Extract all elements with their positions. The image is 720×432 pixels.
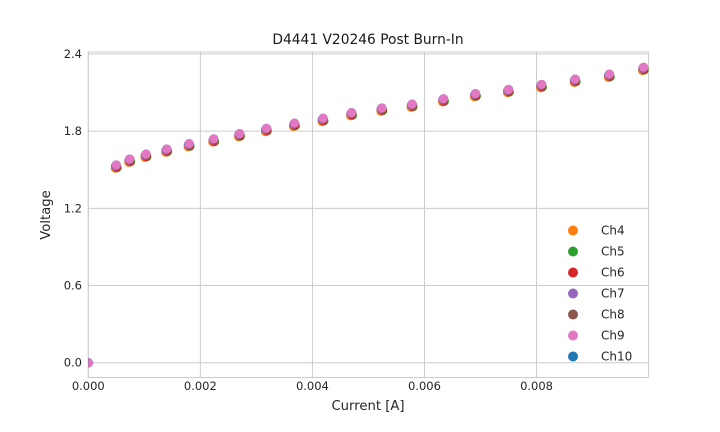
data-point-ch9 bbox=[184, 139, 194, 149]
legend-marker-ch5 bbox=[568, 246, 578, 257]
plot-area-border bbox=[87, 51, 650, 378]
y-tick-label-2.4: 2.4 bbox=[64, 47, 82, 61]
grid-lines bbox=[87, 52, 649, 378]
data-point-ch9 bbox=[162, 144, 172, 154]
legend-marker-ch6 bbox=[568, 267, 578, 278]
series-ch7 bbox=[88, 63, 648, 368]
data-point-ch9 bbox=[289, 118, 300, 128]
chart-title: D4441 V20246 Post Burn-In bbox=[272, 32, 463, 48]
series-ch4 bbox=[88, 65, 648, 368]
data-point-ch9 bbox=[438, 94, 449, 104]
series-ch9 bbox=[88, 62, 649, 368]
scatter-points bbox=[88, 62, 649, 368]
data-point-ch9 bbox=[209, 134, 219, 144]
y-axis-label: Voltage bbox=[39, 190, 54, 239]
x-tick-label-0.004: 0.004 bbox=[296, 379, 329, 393]
data-point-ch9 bbox=[604, 69, 614, 79]
y-tick-label-1.2: 1.2 bbox=[64, 201, 82, 215]
y-tick-label-0.0: 0.0 bbox=[64, 356, 82, 370]
legend-label-ch7: Ch7 bbox=[601, 287, 625, 301]
data-point-ch9 bbox=[111, 160, 121, 170]
data-point-ch9 bbox=[407, 99, 417, 109]
y-tick-label-0.6: 0.6 bbox=[64, 279, 82, 293]
legend-label-ch4: Ch4 bbox=[601, 224, 625, 238]
x-tick-label-0.002: 0.002 bbox=[184, 379, 217, 393]
data-point-ch9 bbox=[261, 123, 272, 133]
legend-label-ch5: Ch5 bbox=[601, 245, 625, 259]
legend-marker-ch8 bbox=[568, 309, 578, 320]
data-point-ch9 bbox=[234, 128, 245, 139]
x-axis-label: Current [A] bbox=[331, 399, 404, 414]
x-tick-label-0.006: 0.006 bbox=[408, 379, 441, 393]
legend-marker-ch4 bbox=[568, 225, 578, 236]
legend-label-ch8: Ch8 bbox=[601, 308, 625, 322]
legend-label-ch9: Ch9 bbox=[601, 329, 625, 343]
x-tick-labels: 0.000 0.002 0.004 0.006 0.008 bbox=[72, 379, 553, 393]
data-point-ch9 bbox=[318, 113, 328, 123]
y-tick-label-1.8: 1.8 bbox=[64, 124, 82, 138]
data-point-ch9 bbox=[536, 79, 547, 90]
legend-marker-ch9 bbox=[568, 330, 578, 341]
data-point-ch9 bbox=[347, 107, 357, 118]
data-point-ch9 bbox=[470, 88, 481, 99]
data-point-ch9 bbox=[570, 74, 580, 84]
legend-label-ch10: Ch10 bbox=[601, 350, 632, 364]
series-ch10 bbox=[88, 62, 649, 368]
data-point-ch9 bbox=[638, 62, 649, 72]
data-point-ch9 bbox=[503, 84, 514, 95]
data-point-ch9 bbox=[141, 149, 151, 159]
series-ch5 bbox=[88, 65, 649, 368]
series-ch8 bbox=[88, 63, 649, 368]
legend-marker-ch7 bbox=[568, 288, 578, 299]
series-ch6 bbox=[88, 65, 649, 368]
legend-marker-ch10 bbox=[568, 351, 578, 362]
data-point-ch9 bbox=[88, 358, 93, 368]
y-tick-labels: 0.0 0.6 1.2 1.8 2.4 bbox=[64, 47, 82, 370]
x-tick-label-0.008: 0.008 bbox=[520, 379, 553, 393]
legend: Ch4 Ch5 Ch6 Ch7 Ch8 Ch9 Ch10 bbox=[568, 224, 632, 364]
data-point-ch9 bbox=[125, 154, 135, 164]
legend-label-ch6: Ch6 bbox=[601, 266, 625, 280]
x-tick-label-0.000: 0.000 bbox=[72, 379, 105, 393]
data-point-ch9 bbox=[377, 103, 387, 113]
